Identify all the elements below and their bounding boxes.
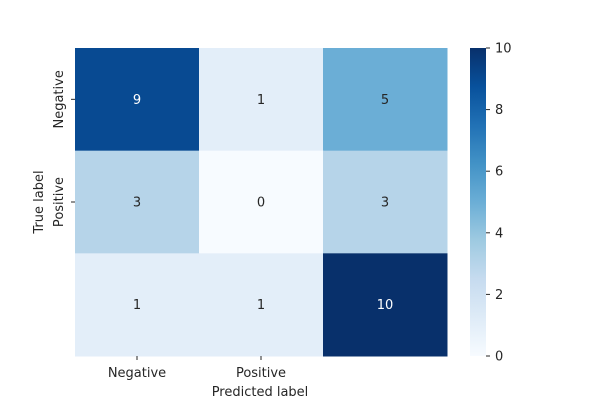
colorbar-tick-label: 0 xyxy=(495,350,503,365)
colorbar-tick-label: 2 xyxy=(495,288,503,303)
cell-value-label: 3 xyxy=(381,196,389,211)
y-axis-label: True label xyxy=(32,170,47,234)
heatmap-cell-r1-c0 xyxy=(75,150,200,254)
heatmap-cell-r0-c2 xyxy=(323,48,448,152)
colorbar-tick-label: 8 xyxy=(495,103,503,118)
x-tick-label: Positive xyxy=(236,366,286,381)
cell-value-label: 1 xyxy=(257,298,265,313)
colorbar-tick-label: 10 xyxy=(495,42,512,57)
y-tick-label: Negative xyxy=(52,70,67,128)
colorbar-tick-label: 6 xyxy=(495,165,503,180)
heatmap-cells xyxy=(75,48,448,357)
cell-value-label: 1 xyxy=(133,298,141,313)
heatmap-cell-r0-c1 xyxy=(199,48,324,152)
cell-value-label: 1 xyxy=(257,93,265,108)
heatmap-cell-r2-c0 xyxy=(75,253,200,357)
y-axis-ticks: Negative Positive xyxy=(52,70,75,227)
heatmap-cell-r0-c0 xyxy=(75,48,200,152)
cell-value-label: 10 xyxy=(377,298,394,313)
cell-value-label: 5 xyxy=(381,93,389,108)
colorbar-ticks: 0 2 4 6 8 10 xyxy=(486,42,512,365)
y-tick-label: Positive xyxy=(52,177,67,227)
heatmap-cell-r1-c2 xyxy=(323,150,448,254)
cell-value-label: 3 xyxy=(133,196,141,211)
cell-value-label: 0 xyxy=(257,196,265,211)
cell-value-labels: 9 1 5 3 0 3 1 1 10 xyxy=(133,93,393,313)
x-axis-ticks: Negative Positive xyxy=(108,356,286,381)
heatmap-cell-r2-c2 xyxy=(323,253,448,357)
heatmap-cell-r1-c1 xyxy=(199,150,324,254)
heatmap-cell-r2-c1 xyxy=(199,253,324,357)
x-tick-label: Negative xyxy=(108,366,166,381)
x-axis-label: Predicted label xyxy=(212,385,309,400)
colorbar xyxy=(470,48,486,356)
cell-value-label: 9 xyxy=(133,93,141,108)
colorbar-tick-label: 4 xyxy=(495,226,503,241)
